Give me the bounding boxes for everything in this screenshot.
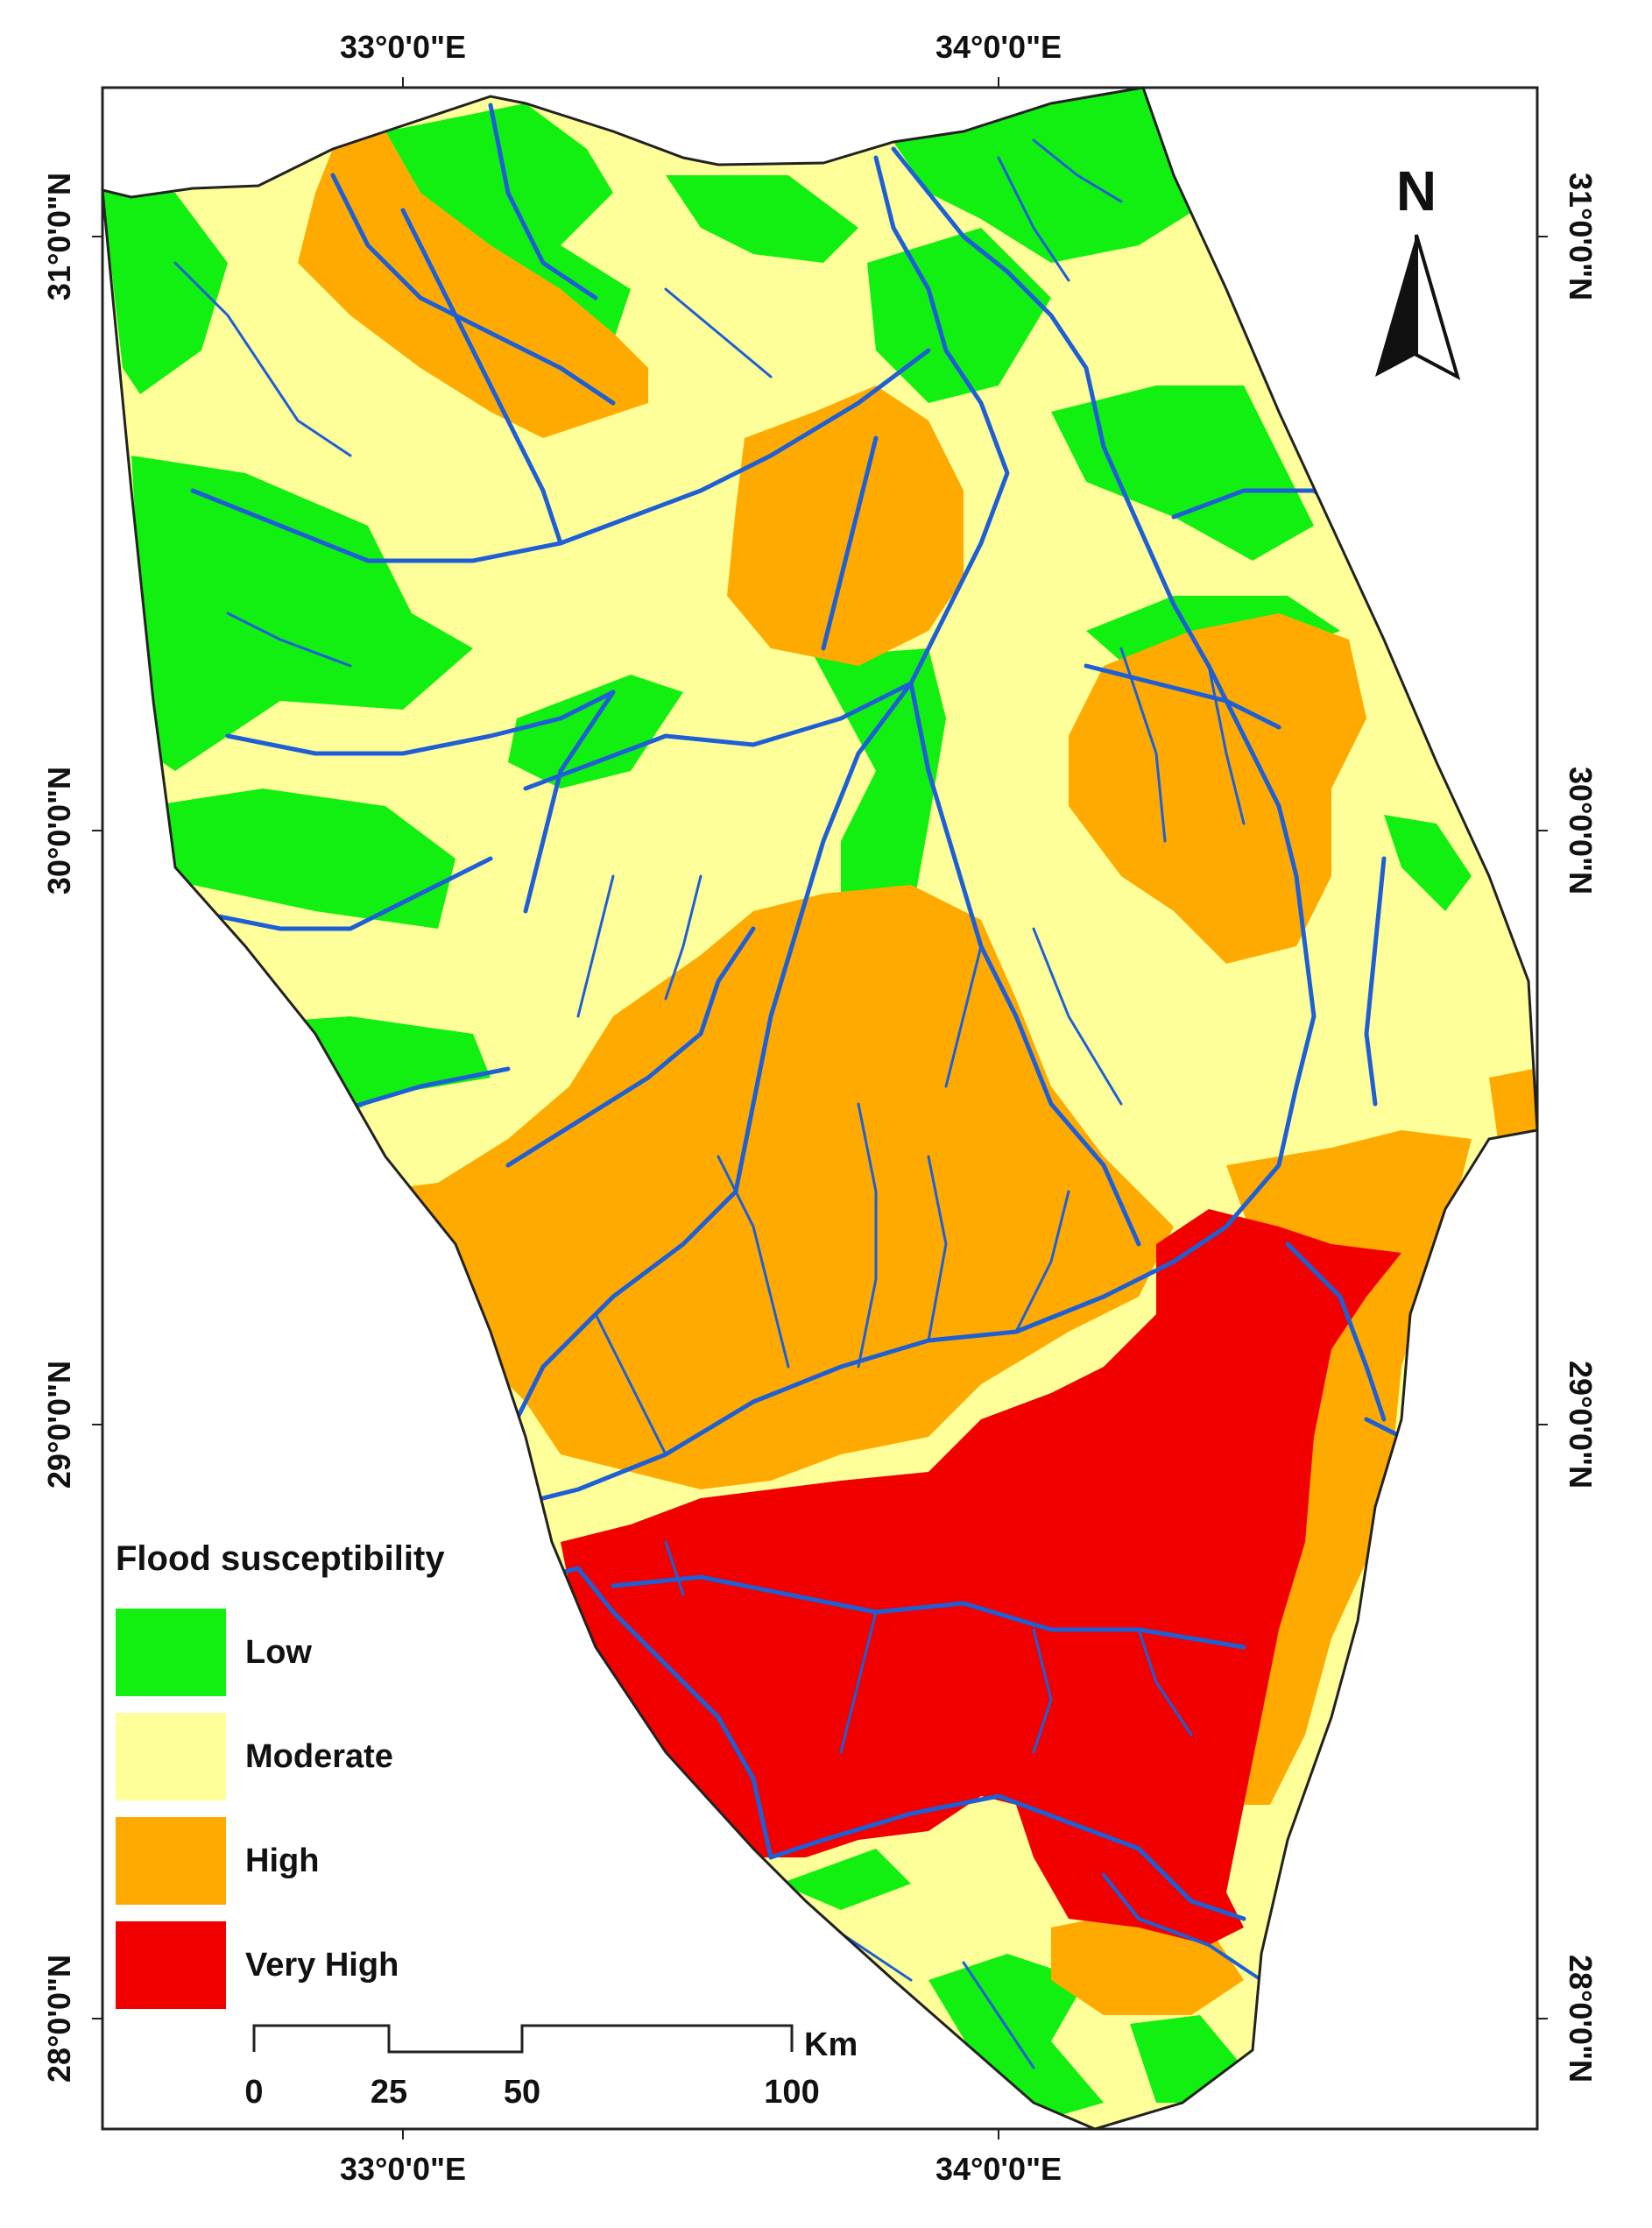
zone-low <box>508 675 683 789</box>
latitude-label-left: 28°0'0"N <box>41 1955 77 2083</box>
legend-label-low: Low <box>245 1634 312 1671</box>
stream <box>857 1102 878 1369</box>
scale-bar-unit: Km <box>804 2026 858 2063</box>
stream <box>540 1566 773 1860</box>
latitude-label-left: 29°0'0"N <box>41 1361 77 1489</box>
stream <box>226 612 352 668</box>
latitude-label-right: 29°0'0"N <box>1563 1361 1599 1489</box>
stream <box>1364 856 1387 1107</box>
stream <box>505 146 1317 1510</box>
longitude-label-bottom: 34°0'0"E <box>935 2151 1062 2187</box>
longitude-label-top: 34°0'0"E <box>935 29 1062 65</box>
stream <box>1032 138 1123 203</box>
zone-low <box>893 88 1209 263</box>
zone-low <box>131 456 473 771</box>
stream <box>768 1793 1246 1921</box>
stream <box>717 1155 790 1369</box>
stream <box>1032 927 1123 1106</box>
latitude-label-right: 28°0'0"N <box>1563 1955 1599 2083</box>
stream <box>225 690 616 756</box>
legend-label-very-high: Very High <box>245 1947 399 1984</box>
stream <box>1137 1628 1193 1736</box>
zone-high <box>1489 1069 1537 1139</box>
scale-bar-line <box>252 2024 794 2054</box>
north-arrow-icon <box>1375 235 1416 377</box>
latitude-label-left: 30°0'0"N <box>41 767 77 895</box>
zone-low <box>1384 815 1472 911</box>
stream <box>821 435 879 651</box>
scale-bar-tick-label: 25 <box>371 2074 407 2111</box>
latitude-label-left: 31°0'0"N <box>41 173 77 301</box>
longitude-label-bottom: 33°0'0"E <box>340 2151 466 2187</box>
zone-high <box>727 385 964 666</box>
latitude-label-right: 30°0'0"N <box>1563 767 1599 895</box>
stream <box>400 208 563 546</box>
stream <box>523 690 616 914</box>
stream <box>908 681 1141 1247</box>
zone-low <box>102 190 228 394</box>
north-arrow-icon <box>1415 234 1461 380</box>
stream <box>173 261 265 370</box>
stream <box>664 1540 685 1596</box>
legend-swatch-moderate <box>116 1713 226 1800</box>
stream <box>611 1574 1246 1650</box>
stream <box>261 366 352 457</box>
scale-bar-tick-label: 0 <box>244 2074 263 2111</box>
stream <box>927 1155 948 1342</box>
zone-low <box>780 1849 911 1910</box>
stream <box>1119 647 1167 843</box>
stream <box>190 856 493 931</box>
stream <box>944 944 983 1088</box>
zone-very-high <box>561 1209 1401 1945</box>
scale-bar-tick-label: 100 <box>764 2074 819 2111</box>
zone-low <box>149 789 455 929</box>
stream <box>1014 1190 1070 1333</box>
scale-bar-tick-label: 50 <box>504 2074 540 2111</box>
stream <box>1102 1873 1263 1982</box>
stream <box>1207 664 1246 825</box>
stream <box>1032 1628 1053 1754</box>
zone-low <box>815 648 946 929</box>
stream <box>594 1312 667 1456</box>
stream <box>190 348 931 563</box>
zone-low <box>928 1954 1104 2120</box>
scale-bar: Km 0 25 50 100 <box>244 2024 858 2111</box>
north-arrow-label: N <box>1396 159 1437 223</box>
stream <box>1285 1241 1387 1422</box>
stream <box>839 1610 878 1754</box>
legend-swatch-low <box>116 1609 226 1696</box>
zone-high <box>1069 613 1366 964</box>
legend-label-high: High <box>245 1843 319 1879</box>
zone-low <box>1051 385 1314 561</box>
legend: Flood susceptibility Low Moderate High V… <box>116 1539 445 2009</box>
north-arrow: N <box>1375 159 1461 380</box>
longitude-label-top: 33°0'0"E <box>340 29 466 65</box>
stream <box>664 874 702 1001</box>
stream <box>1084 663 1281 730</box>
stream <box>962 1961 1035 2069</box>
stream <box>873 155 1010 686</box>
latitude-label-right: 31°0'0"N <box>1563 173 1599 301</box>
legend-label-moderate: Moderate <box>245 1738 393 1775</box>
stream <box>523 681 914 791</box>
stream <box>330 173 616 406</box>
stream <box>664 287 773 378</box>
stream <box>997 156 1070 282</box>
zone-low <box>666 175 858 263</box>
legend-title: Flood susceptibility <box>116 1539 445 1578</box>
stream <box>505 926 756 1168</box>
stream <box>488 103 598 301</box>
stream <box>505 681 914 1439</box>
legend-swatch-high <box>116 1817 226 1905</box>
legend-swatch-very-high <box>116 1921 226 2009</box>
zone-high <box>298 131 648 438</box>
stream <box>576 874 615 1018</box>
frame-ticks <box>92 77 1548 2140</box>
